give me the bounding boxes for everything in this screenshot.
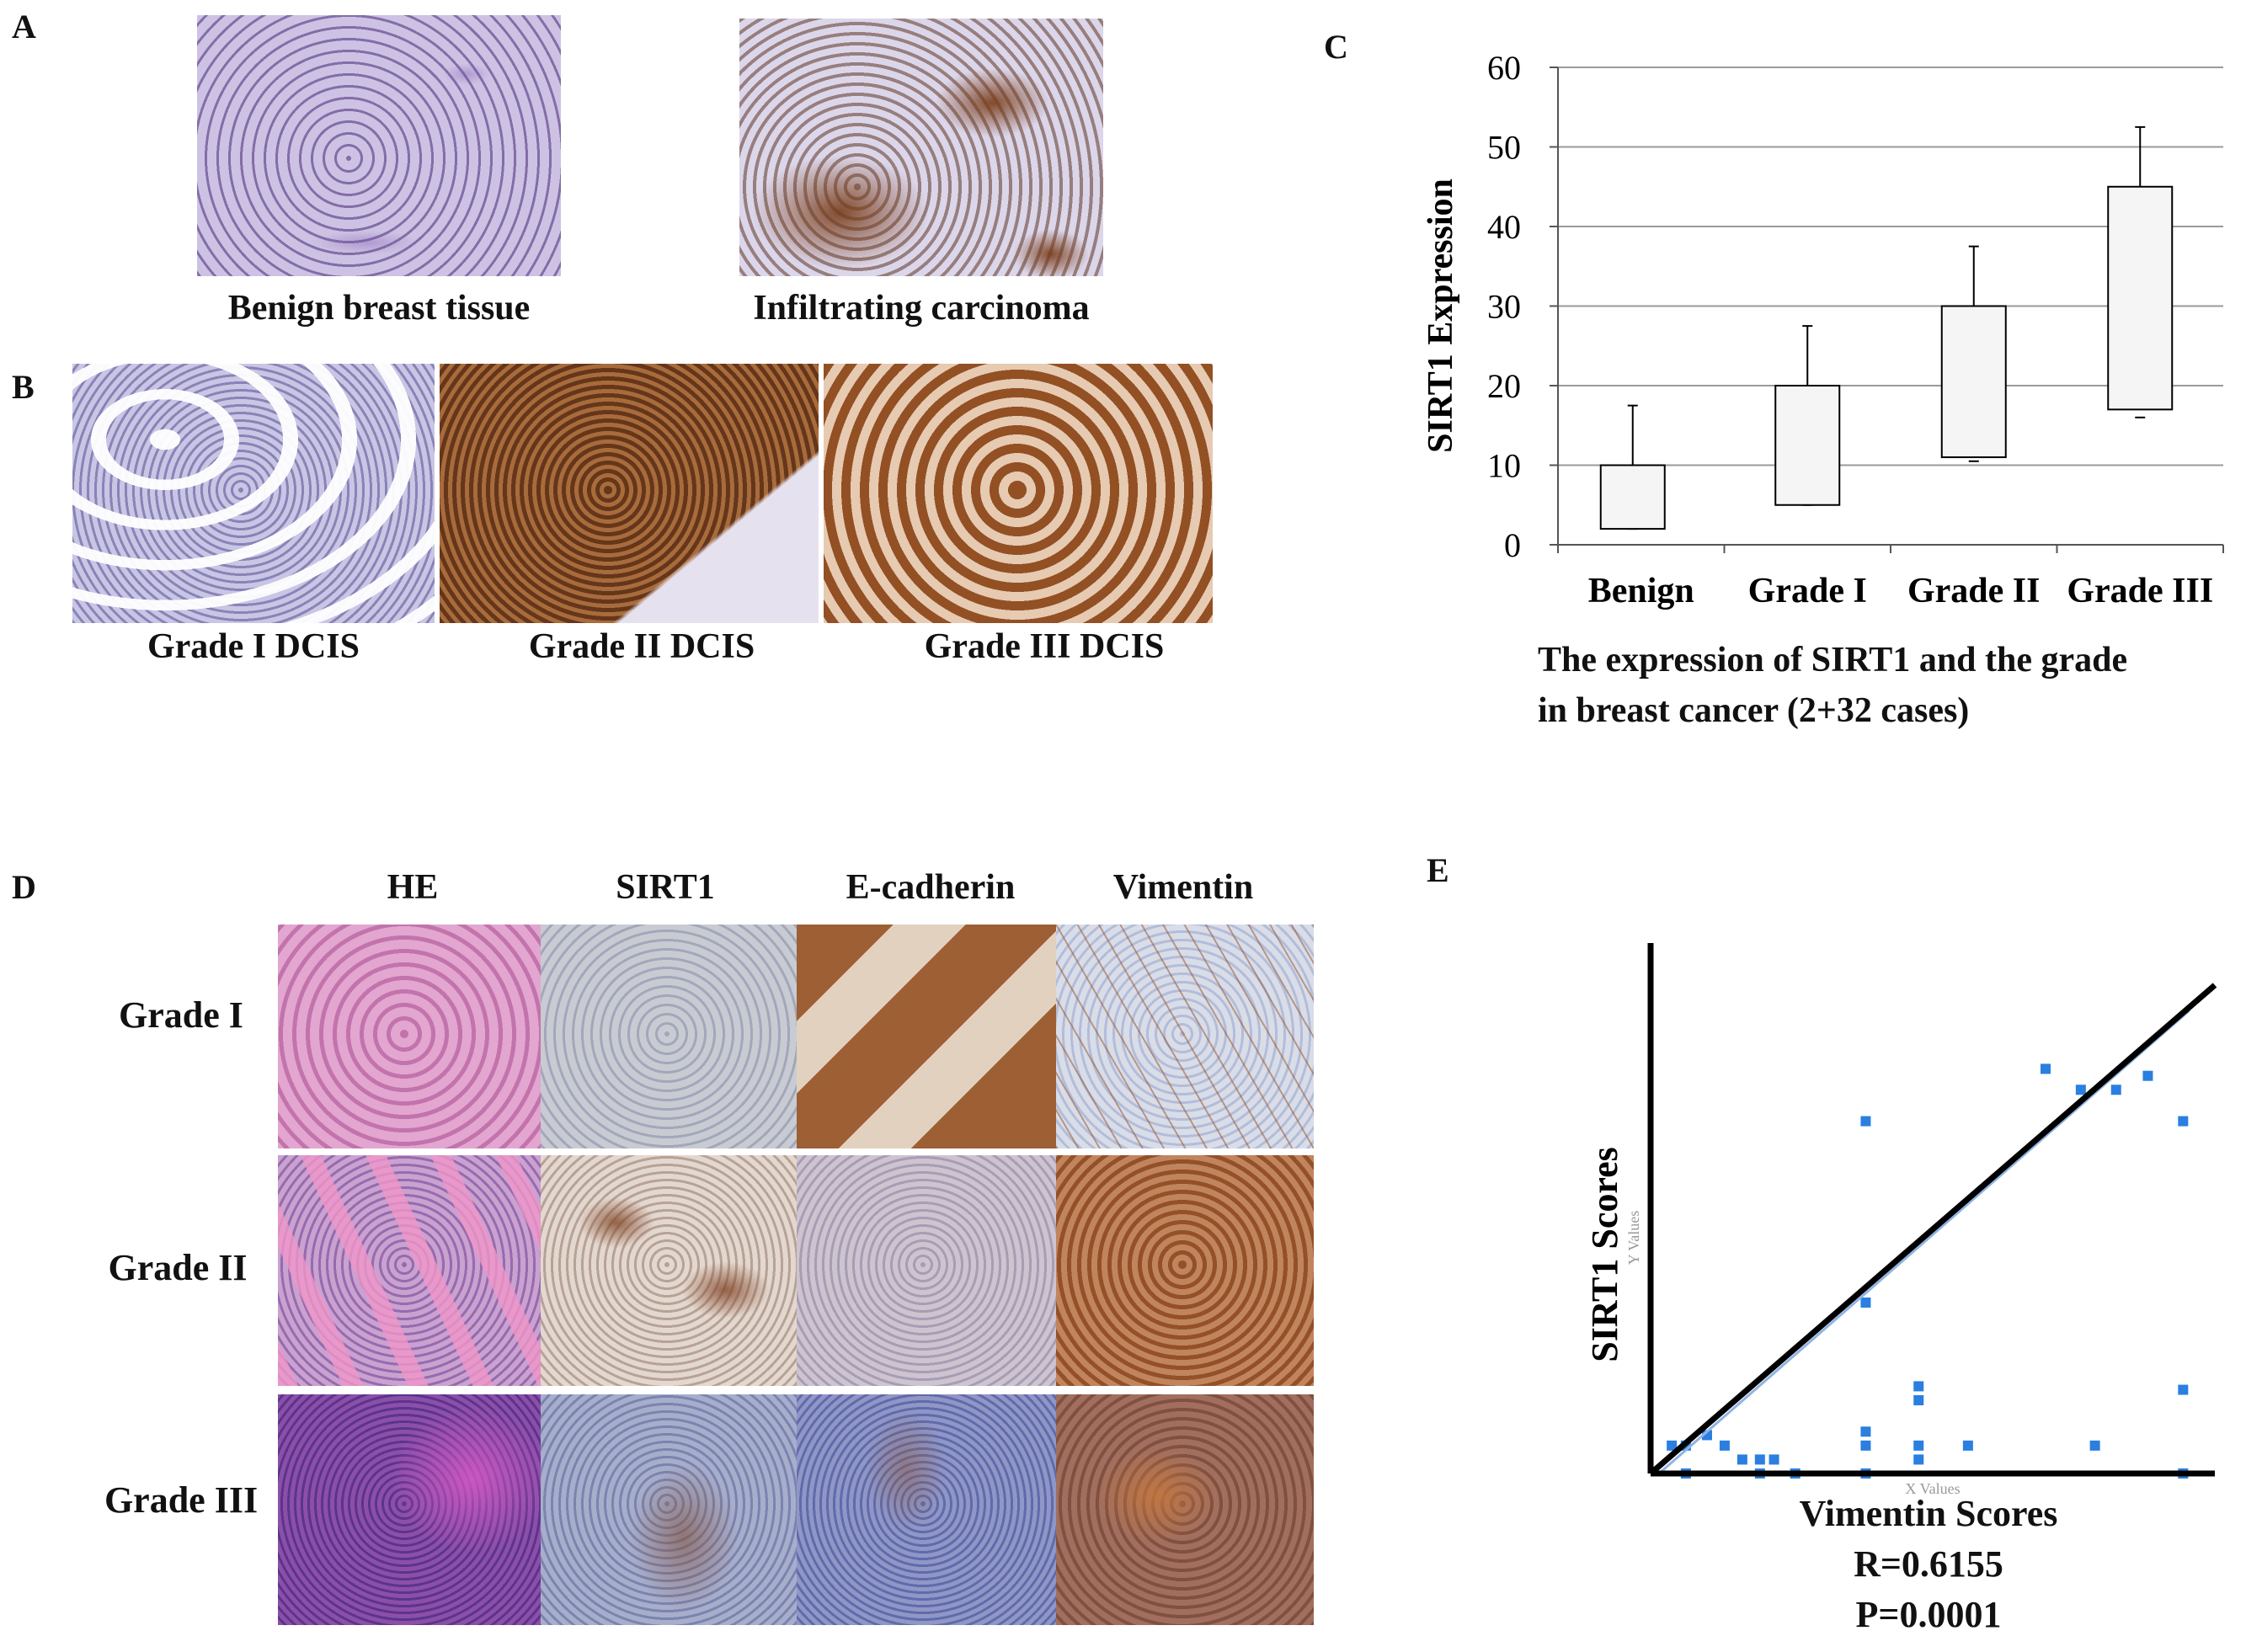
- infiltrating-carcinoma-image: [739, 19, 1103, 276]
- scatter-point-5: [1754, 1454, 1765, 1465]
- scatter-point-13: [1913, 1440, 1924, 1451]
- panel-letter-d: D: [12, 868, 36, 906]
- scatter-point-0: [1667, 1440, 1678, 1451]
- box-2: [1940, 305, 2007, 459]
- scatter-point-21: [2041, 1063, 2051, 1074]
- row-header-grade-ii: Grade II: [108, 1247, 248, 1288]
- scatter-point-6: [1769, 1454, 1779, 1465]
- scatter-point-17: [1962, 1440, 1973, 1451]
- scatter-point-14: [1913, 1454, 1924, 1465]
- boxplot-caption-line1: The expression of SIRT1 and the grade: [1538, 641, 2128, 679]
- boxplot-caption-line2: in breast cancer (2+32 cases): [1538, 691, 1970, 730]
- category-label-1: Grade I: [1748, 572, 1867, 610]
- panel-letter-b: B: [12, 368, 35, 406]
- scatter-point-3: [1719, 1440, 1730, 1451]
- grade-ii-dcis-image: [440, 364, 819, 623]
- box-1: [1774, 385, 1841, 506]
- scatter-point-11: [1860, 1440, 1871, 1451]
- column-header-vimentin: Vimentin: [1112, 868, 1254, 907]
- scatter-point-22: [2075, 1084, 2086, 1095]
- scatter-point-10: [1860, 1426, 1871, 1437]
- y-tick-label-2: 20: [1487, 367, 1521, 405]
- scatter-point-16: [1913, 1381, 1924, 1392]
- scatter-point-24: [2142, 1070, 2153, 1081]
- scatter-point-23: [2110, 1084, 2121, 1095]
- scatter-point-19: [1860, 1298, 1871, 1308]
- grade-i-e-cadherin-image: [797, 925, 1056, 1148]
- scatter-point-25: [2178, 1116, 2189, 1127]
- grade-iii-e-cadherin-image: [797, 1394, 1056, 1625]
- grade-iii-dcis-image: [824, 364, 1213, 623]
- grade-i-vimentin-image: [1056, 925, 1314, 1148]
- panel-letter-c: C: [1324, 28, 1348, 66]
- category-label-2: Grade II: [1907, 572, 2041, 610]
- box-3: [2107, 185, 2174, 411]
- panel-letter-a: A: [12, 8, 36, 45]
- scatter-point-18: [2089, 1440, 2100, 1451]
- grade-iii-he-image: [278, 1394, 541, 1625]
- y-tick-label-5: 50: [1487, 129, 1521, 167]
- correlation-p-value: P=0.0001: [1855, 1594, 2002, 1635]
- row-header-grade-i: Grade I: [119, 994, 243, 1036]
- category-label-3: Grade III: [2067, 572, 2213, 610]
- scatter-chart: SIRT1 Scores Y Values X Values: [1584, 943, 2217, 1497]
- grade-ii-vimentin-image: [1056, 1155, 1314, 1386]
- y-tick-label-6: 60: [1487, 49, 1521, 87]
- scatter-xlabel: Vimentin Scores: [1799, 1493, 2058, 1534]
- scatter-ylabel: SIRT1 Scores: [1584, 1147, 1625, 1362]
- scatter-faint-xlabel: X Values: [1905, 1480, 1960, 1497]
- grade-i-he-image: [278, 925, 541, 1148]
- y-tick-label-1: 10: [1487, 447, 1521, 485]
- grade-ii-he-image: [278, 1155, 541, 1386]
- scatter-trend-line: [1648, 983, 2217, 1476]
- grade-i-sirt1-image: [541, 925, 797, 1148]
- correlation-r-value: R=0.6155: [1854, 1543, 2003, 1585]
- scatter-faint-ylabel: Y Values: [1625, 1211, 1642, 1266]
- caption-infiltrating-carcinoma: Infiltrating carcinoma: [753, 289, 1090, 328]
- y-tick-label-3: 30: [1487, 288, 1521, 326]
- box-0: [1599, 464, 1666, 530]
- y-tick-label-0: 0: [1504, 526, 1521, 564]
- panel-letter-e: E: [1427, 851, 1449, 889]
- caption-grade-iii-dcis: Grade III DCIS: [924, 627, 1165, 666]
- column-header-he: HE: [387, 868, 439, 907]
- scatter-point-26: [2178, 1384, 2189, 1395]
- grade-ii-e-cadherin-image: [797, 1155, 1056, 1386]
- caption-benign-breast-tissue: Benign breast tissue: [227, 289, 531, 328]
- grade-iii-sirt1-image: [541, 1394, 797, 1625]
- scatter-point-20: [1860, 1116, 1871, 1127]
- boxplot-chart: SIRT1 Expression 0 10 20 30 40 50 60 Benign Gra…: [1422, 49, 2224, 610]
- grade-i-dcis-image: [72, 364, 435, 623]
- grade-ii-sirt1-image: [541, 1155, 797, 1386]
- y-tick-label-4: 40: [1487, 208, 1521, 246]
- boxplot-ylabel: SIRT1 Expression: [1422, 179, 1460, 453]
- column-header-e-cadherin: E-cadherin: [846, 868, 1016, 907]
- column-header-sirt1: SIRT1: [616, 868, 715, 907]
- scatter-point-15: [1913, 1395, 1924, 1405]
- grade-iii-vimentin-image: [1056, 1394, 1314, 1625]
- scatter-fit-line: [1658, 1009, 2190, 1475]
- caption-grade-i-dcis: Grade I DCIS: [147, 627, 360, 666]
- caption-grade-ii-dcis: Grade II DCIS: [528, 627, 755, 666]
- category-label-0: Benign: [1588, 572, 1694, 610]
- row-header-grade-iii: Grade III: [104, 1479, 259, 1521]
- benign-breast-tissue-image: [197, 15, 561, 276]
- scatter-point-4: [1737, 1454, 1747, 1465]
